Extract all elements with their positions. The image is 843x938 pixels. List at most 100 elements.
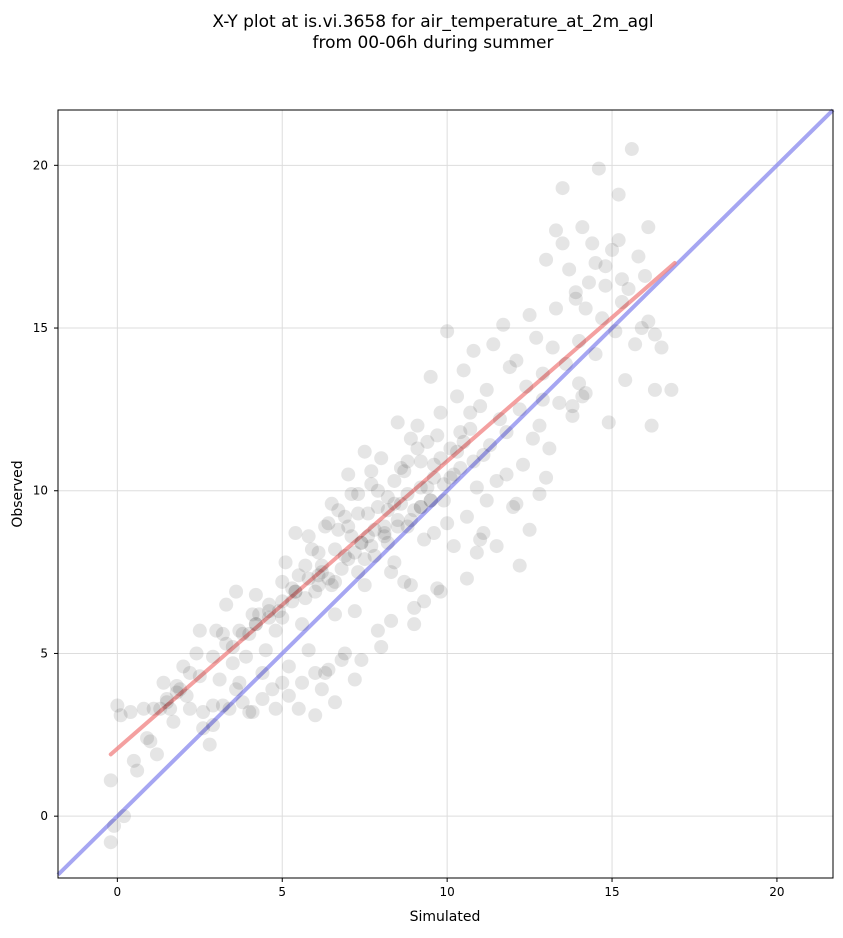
data-points — [103, 142, 679, 850]
scatter-point — [436, 477, 451, 492]
scatter-point — [608, 324, 623, 339]
scatter-point — [367, 522, 382, 537]
scatter-point — [459, 509, 474, 524]
scatter-point — [469, 545, 484, 560]
scatter-point — [361, 506, 375, 521]
scatter-point — [440, 324, 455, 339]
plot-area-frame — [57, 109, 834, 879]
scatter-point — [403, 431, 418, 446]
scatter-point — [262, 597, 277, 612]
scatter-point — [311, 545, 326, 560]
scatter-point — [374, 451, 389, 466]
scatter-point — [479, 382, 494, 397]
scatter-point — [328, 542, 343, 557]
scatter-point — [146, 701, 161, 716]
scatter-point — [235, 695, 250, 710]
scatter-point — [410, 418, 425, 433]
scatter-point — [585, 236, 600, 251]
scatter-point — [295, 617, 310, 632]
x-tick-label: 15 — [604, 885, 619, 899]
scatter-point — [479, 493, 494, 508]
scatter-point — [242, 705, 257, 720]
scatter-point — [364, 464, 379, 479]
scatter-point — [271, 604, 286, 619]
scatter-point — [275, 675, 290, 690]
scatter-point — [509, 353, 524, 368]
scatter-point — [562, 262, 577, 277]
scatter-point — [539, 252, 554, 267]
scatter-point — [542, 441, 557, 456]
scatter-point — [443, 441, 458, 456]
scatter-point — [324, 578, 339, 593]
scatter-point — [522, 308, 537, 323]
scatter-point — [248, 617, 263, 632]
scatter-point — [262, 610, 277, 625]
scatter-point — [628, 337, 643, 352]
scatter-point — [426, 457, 441, 472]
scatter-point — [548, 223, 563, 238]
scatter-point — [509, 496, 524, 511]
scatter-point — [393, 460, 408, 475]
scatter-point — [456, 363, 471, 378]
scatter-point — [301, 571, 316, 586]
scatter-point — [258, 643, 273, 658]
scatter-point — [423, 493, 438, 508]
scatter-point — [522, 522, 537, 537]
scatter-point — [324, 496, 339, 511]
scatter-point — [337, 548, 352, 563]
scatter-point — [103, 835, 118, 850]
scatter-point — [202, 737, 217, 752]
scatter-point — [377, 519, 392, 534]
scatter-point — [433, 451, 448, 466]
scatter-point — [370, 623, 385, 638]
scatter-point — [331, 522, 346, 537]
scatter-point — [390, 519, 405, 534]
scatter-point — [456, 434, 471, 449]
scatter-point — [644, 418, 659, 433]
scatter-point — [512, 402, 527, 417]
scatter-point — [262, 604, 277, 619]
scatter-point — [222, 701, 237, 716]
scatter-point — [384, 613, 399, 628]
scatter-point — [387, 496, 402, 511]
scatter-point — [611, 187, 626, 202]
identity-line-layer — [56, 108, 835, 877]
scatter-point — [407, 503, 422, 518]
scatter-point — [268, 701, 283, 716]
scatter-point — [229, 682, 244, 697]
scatter-point — [337, 509, 352, 524]
scatter-point — [341, 552, 356, 567]
scatter-point — [492, 412, 507, 427]
scatter-point — [285, 594, 300, 609]
scatter-point — [235, 626, 250, 641]
scatter-point — [433, 405, 448, 420]
scatter-point — [469, 480, 484, 495]
scatter-point — [621, 281, 636, 296]
scatter-point — [179, 688, 194, 703]
scatter-point — [364, 477, 379, 492]
scatter-point — [265, 682, 280, 697]
scatter-point — [499, 425, 514, 440]
scatter-point — [496, 317, 511, 332]
scatter-point — [572, 376, 587, 391]
scatter-point — [314, 565, 329, 580]
scatter-point — [347, 545, 362, 560]
scatter-point — [463, 421, 478, 436]
scatter-point — [588, 255, 603, 270]
y-tick-label: 0 — [40, 809, 48, 823]
scatter-point — [314, 682, 329, 697]
scatter-point — [130, 763, 145, 778]
scatter-point — [318, 665, 333, 680]
scatter-point — [351, 506, 366, 521]
scatter-point — [149, 747, 164, 762]
scatter-point — [489, 539, 504, 554]
scatter-point — [215, 626, 230, 641]
scatter-point — [417, 532, 432, 547]
scatter-point — [278, 555, 293, 570]
scatter-point — [291, 701, 306, 716]
scatter-point — [440, 516, 455, 531]
scatter-point — [189, 646, 204, 661]
scatter-point — [433, 584, 448, 599]
scatter-point — [463, 405, 478, 420]
scatter-point — [555, 181, 570, 196]
